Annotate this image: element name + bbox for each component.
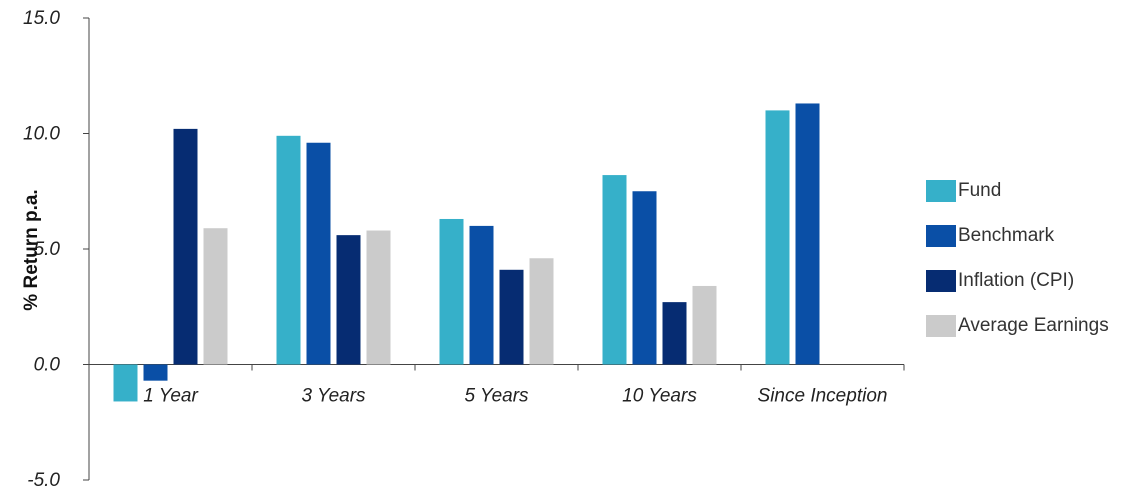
bar-inflation-cpi bbox=[336, 235, 361, 365]
legend-label: Fund bbox=[958, 179, 1002, 201]
bar-inflation-cpi bbox=[173, 128, 198, 365]
bar-benchmark bbox=[143, 364, 168, 381]
x-tick-label: 10 Years bbox=[622, 386, 697, 407]
legend-swatch bbox=[926, 224, 956, 247]
bar-average-earnings bbox=[692, 285, 717, 365]
legend-swatch bbox=[926, 314, 956, 337]
legend-label: Average Earnings bbox=[958, 314, 1109, 336]
legend-swatch bbox=[926, 179, 956, 202]
y-tick-label: 5.0 bbox=[34, 239, 61, 260]
bar-benchmark bbox=[306, 142, 331, 365]
y-tick-label: -5.0 bbox=[27, 470, 60, 491]
x-tick-label: 3 Years bbox=[301, 386, 366, 407]
bar-benchmark bbox=[632, 191, 657, 365]
y-axis: 15.0 10.0 5.0 0.0 -5.0 bbox=[23, 8, 90, 491]
bar-average-earnings bbox=[203, 228, 228, 365]
bar-fund bbox=[276, 135, 301, 365]
y-tick-label: 0.0 bbox=[34, 355, 61, 376]
legend-item: Inflation (CPI) bbox=[926, 258, 1109, 303]
bar-benchmark bbox=[795, 103, 820, 365]
bar-inflation-cpi bbox=[499, 269, 524, 365]
bar-average-earnings bbox=[529, 258, 554, 365]
x-tick-label: Since Inception bbox=[758, 386, 888, 407]
bar-fund bbox=[602, 175, 627, 365]
bar-fund bbox=[765, 110, 790, 365]
legend: Fund Benchmark Inflation (CPI) Average Earn… bbox=[926, 168, 1109, 348]
x-axis: 1 Year 3 Years 5 Years 10 Years Since Incept… bbox=[88, 364, 905, 407]
bar-inflation-cpi bbox=[662, 302, 687, 365]
bar-average-earnings bbox=[366, 230, 391, 365]
bar-fund bbox=[113, 364, 138, 402]
x-tick-label: 5 Years bbox=[464, 386, 529, 407]
bar-fund bbox=[439, 218, 464, 365]
x-tick-label: 1 Year bbox=[143, 386, 198, 407]
bars bbox=[113, 103, 820, 402]
y-tick-label: 15.0 bbox=[23, 8, 60, 29]
legend-item: Benchmark bbox=[926, 213, 1109, 258]
y-axis-title: % Return p.a. bbox=[21, 189, 42, 310]
legend-item: Average Earnings bbox=[926, 303, 1109, 348]
legend-item: Fund bbox=[926, 168, 1109, 213]
bar-benchmark bbox=[469, 225, 494, 365]
y-tick-label: 10.0 bbox=[23, 124, 60, 145]
legend-swatch bbox=[926, 269, 956, 292]
legend-label: Benchmark bbox=[958, 224, 1055, 246]
legend-label: Inflation (CPI) bbox=[958, 269, 1075, 291]
